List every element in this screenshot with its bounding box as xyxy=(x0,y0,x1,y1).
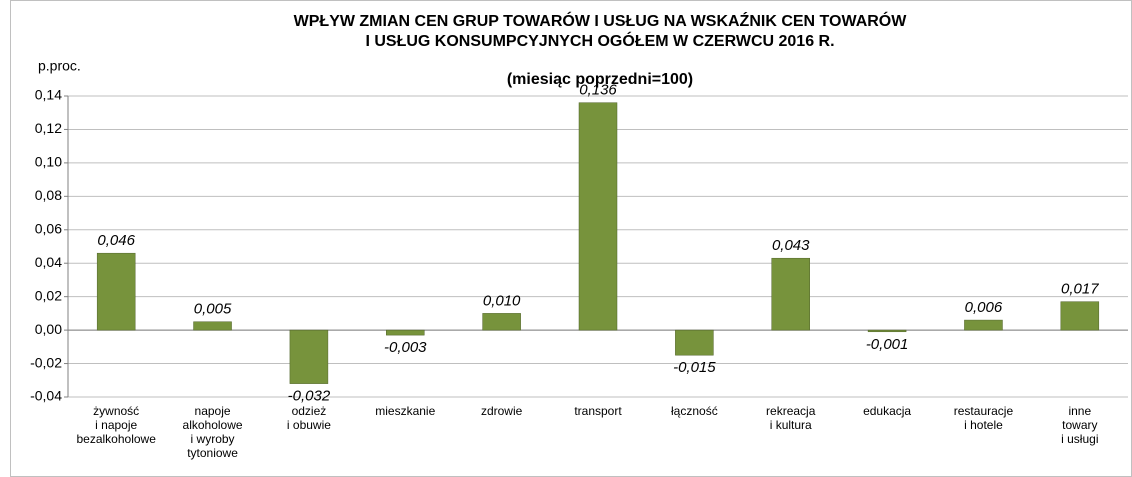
chart-title: WPŁYW ZMIAN CEN GRUP TOWARÓW I USŁUG NA … xyxy=(294,11,908,50)
x-tick-label: edukacja xyxy=(863,404,911,418)
value-label: -0,001 xyxy=(866,336,909,353)
y-tick-label: 0,06 xyxy=(35,220,62,236)
value-label: 0,046 xyxy=(97,232,135,249)
y-tick-label: 0,14 xyxy=(35,87,62,103)
bar xyxy=(578,102,618,331)
bar xyxy=(771,257,810,331)
value-label: -0,015 xyxy=(673,359,716,376)
y-tick-label: 0,08 xyxy=(35,187,62,203)
x-tick-label: rekreacja i kultura xyxy=(766,404,816,432)
value-label: -0,032 xyxy=(288,388,331,405)
y-tick-label: 0,10 xyxy=(35,154,62,170)
x-tick-label: napoje alkoholowe i wyroby tytoniowe xyxy=(183,404,243,460)
x-tick-label: inne towary i usługi xyxy=(1061,404,1098,446)
bar xyxy=(386,329,425,336)
x-tick-label: restauracje i hotele xyxy=(954,404,1014,432)
y-tick-label: 0,02 xyxy=(35,287,62,303)
value-label: 0,010 xyxy=(483,292,521,309)
value-label: 0,043 xyxy=(772,237,810,254)
y-tick-label: 0,04 xyxy=(35,254,62,270)
y-axis-label: p.proc. xyxy=(38,58,81,74)
bar xyxy=(96,252,136,331)
bar xyxy=(1060,301,1100,331)
x-tick-label: łączność xyxy=(671,404,718,418)
x-tick-label: mieszkanie xyxy=(375,404,435,418)
y-tick-label: -0,02 xyxy=(30,354,62,370)
bar xyxy=(289,329,329,384)
value-label: 0,017 xyxy=(1061,281,1099,298)
bar xyxy=(964,319,1003,331)
chart-subtitle: (miesiąc poprzedni=100) xyxy=(507,71,693,88)
y-tick-label: 0,00 xyxy=(35,321,62,337)
value-label: -0,003 xyxy=(384,339,427,356)
bar xyxy=(675,329,714,356)
x-tick-label: odzież i obuwie xyxy=(287,404,331,432)
y-tick-label: 0,12 xyxy=(35,120,62,136)
y-tick-label: -0,04 xyxy=(30,388,62,404)
value-label: 0,006 xyxy=(965,299,1003,316)
bar xyxy=(867,329,907,333)
bar xyxy=(482,313,521,331)
value-label: 0,005 xyxy=(194,301,232,318)
x-tick-label: transport xyxy=(574,404,622,418)
x-tick-label: żywność i napoje bezalkoholowe xyxy=(76,404,156,446)
bar xyxy=(193,321,232,331)
x-tick-label: zdrowie xyxy=(481,404,523,418)
value-label: 0,136 xyxy=(579,82,617,99)
